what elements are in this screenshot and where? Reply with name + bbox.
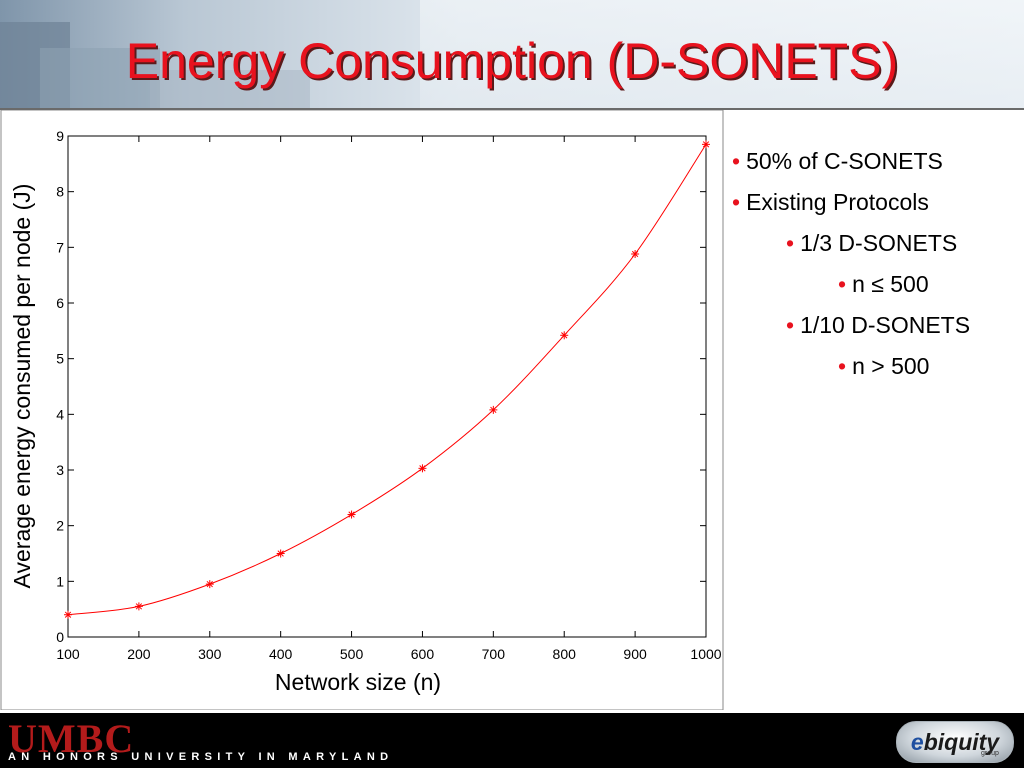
x-tick-label: 300 <box>198 646 222 662</box>
bullet-text: n ≤ 500 <box>852 271 929 297</box>
data-point <box>560 331 569 340</box>
x-tick-label: 800 <box>553 646 577 662</box>
x-tick-label: 400 <box>269 646 293 662</box>
bullet-text: 1/3 D-SONETS <box>800 230 958 256</box>
x-tick-label: 700 <box>482 646 506 662</box>
bullet-text: 50% of C-SONETS <box>746 148 943 174</box>
slide-title: Energy Consumption (D-SONETS) <box>125 33 899 89</box>
y-tick-label: 0 <box>56 629 64 645</box>
series-line <box>67 144 707 616</box>
figure-frame <box>0 110 724 710</box>
banner-building-image <box>150 70 310 108</box>
header-banner <box>0 0 1024 108</box>
x-tick-label: 200 <box>127 646 151 662</box>
banner-sky <box>420 0 1024 108</box>
bullet-dot: • <box>786 230 795 256</box>
umbc-tagline: AN HONORS UNIVERSITY IN MARYLAND <box>8 751 394 763</box>
ebiquity-group-text: group <box>981 750 999 757</box>
y-tick-label: 1 <box>56 573 64 589</box>
y-tick-label: 5 <box>56 351 64 367</box>
bullet-dot: • <box>732 189 741 215</box>
data-point <box>64 610 72 619</box>
bullet-dot: • <box>838 353 847 379</box>
y-tick-label: 7 <box>56 239 64 255</box>
energy-chart: 100 200 300 400 500 600 700 800 900 1000 0 1 2 3 4 5 6 7 8… <box>0 110 724 710</box>
banner-building-image <box>40 48 160 108</box>
data-point <box>276 549 285 558</box>
x-tick-label: 500 <box>340 646 364 662</box>
bullet-text: 1/10 D-SONETS <box>800 312 971 338</box>
y-tick-label: 4 <box>56 406 64 422</box>
y-tick-label: 6 <box>56 295 64 311</box>
bullet-item: • Existing Protocols <box>720 186 1020 227</box>
data-point <box>702 140 710 149</box>
bullet-item: • 1/10 D-SONETS <box>720 309 1020 350</box>
x-axis-label: Network size (n) <box>275 669 441 695</box>
footer-bar: UMBC AN HONORS UNIVERSITY IN MARYLAND eb… <box>0 713 1024 768</box>
x-tick-label: 1000 <box>690 646 721 662</box>
plot-area-box <box>67 135 707 638</box>
bullet-dot: • <box>732 148 741 174</box>
y-tick-label: 3 <box>56 462 64 478</box>
bullet-list: • 50% of C-SONETS • Existing Protocols • 1/… <box>720 145 1020 391</box>
header-divider <box>0 108 1024 110</box>
bullet-text: Existing Protocols <box>746 189 929 215</box>
data-point <box>205 580 214 589</box>
series-group <box>64 140 710 619</box>
bullet-item: • 50% of C-SONETS <box>720 145 1020 186</box>
data-point <box>134 602 143 611</box>
bullet-item: • n ≤ 500 <box>720 268 1020 309</box>
y-tick-label: 9 <box>56 128 64 144</box>
x-tick-label: 900 <box>623 646 647 662</box>
data-point <box>347 510 356 519</box>
data-point <box>489 405 498 414</box>
data-point <box>418 464 427 473</box>
y-tick-label: 8 <box>56 184 64 200</box>
y-axis-label: Average energy consumed per node (J) <box>9 184 35 589</box>
y-tick-label: 2 <box>56 518 64 534</box>
umbc-logo: UMBC <box>8 716 135 761</box>
axes: 100 200 300 400 500 600 700 800 900 1000 0 1 2 3 4 5 6 7 8… <box>56 128 722 662</box>
data-point <box>631 250 640 259</box>
x-tick-label: 600 <box>411 646 435 662</box>
ebiquity-wordmark: ebiquity <box>910 729 1000 755</box>
bullet-item: • 1/3 D-SONETS <box>720 227 1020 268</box>
bullet-item: • n > 500 <box>720 350 1020 391</box>
bullet-dot: • <box>838 271 847 297</box>
ebiquity-logo: ebiquity group <box>896 721 1014 763</box>
x-tick-label: 100 <box>56 646 80 662</box>
bullet-text: n > 500 <box>852 353 930 379</box>
bullet-dot: • <box>786 312 795 338</box>
